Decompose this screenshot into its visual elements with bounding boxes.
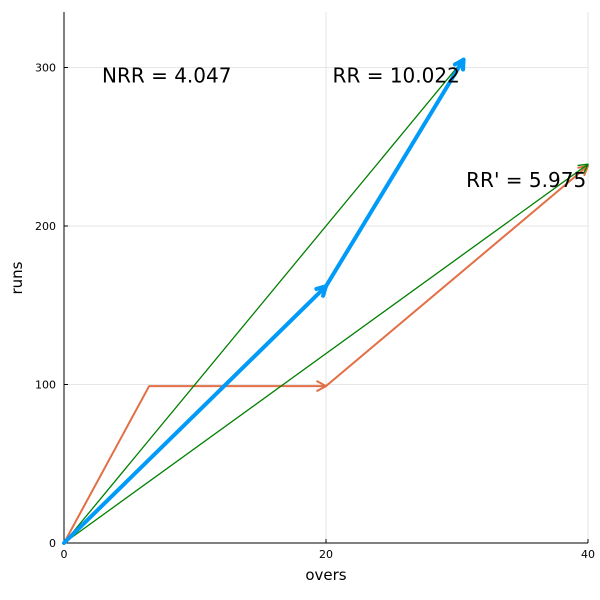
series-1 (325, 164, 589, 388)
series-2 (63, 58, 465, 544)
x-axis-label: overs (305, 566, 346, 584)
series-5 (324, 57, 466, 289)
y-axis-label: runs (8, 261, 26, 294)
series-0 (63, 380, 327, 544)
tick-labels: 0 20 40 0 100 200 300 (35, 61, 595, 561)
series-line (62, 284, 328, 545)
series-line (63, 385, 327, 544)
annotations: NRR = 4.047 RR = 10.022 RR' = 5.975 (102, 63, 586, 192)
annotation-2: RR' = 5.975 (466, 168, 586, 192)
series-line (63, 163, 589, 544)
annotation-1: RR = 10.022 (333, 63, 460, 87)
x-tick-label: 0 (61, 548, 68, 561)
y-tick-label: 0 (49, 537, 56, 550)
y-tick-label: 200 (35, 220, 56, 233)
series-line (325, 164, 589, 388)
series (62, 57, 589, 545)
series-line (63, 58, 465, 544)
arrow-head (577, 164, 589, 177)
y-tick-label: 100 (35, 378, 56, 391)
annotation-0: NRR = 4.047 (102, 63, 231, 87)
arrow-head (452, 57, 466, 72)
grid (64, 12, 589, 543)
x-tick-label: 40 (581, 548, 595, 561)
series-4 (62, 284, 328, 545)
x-tick-label: 20 (319, 548, 333, 561)
arrow-head (577, 163, 589, 174)
y-tick-label: 300 (35, 61, 56, 74)
series-line (324, 57, 466, 289)
series-3 (63, 163, 589, 544)
